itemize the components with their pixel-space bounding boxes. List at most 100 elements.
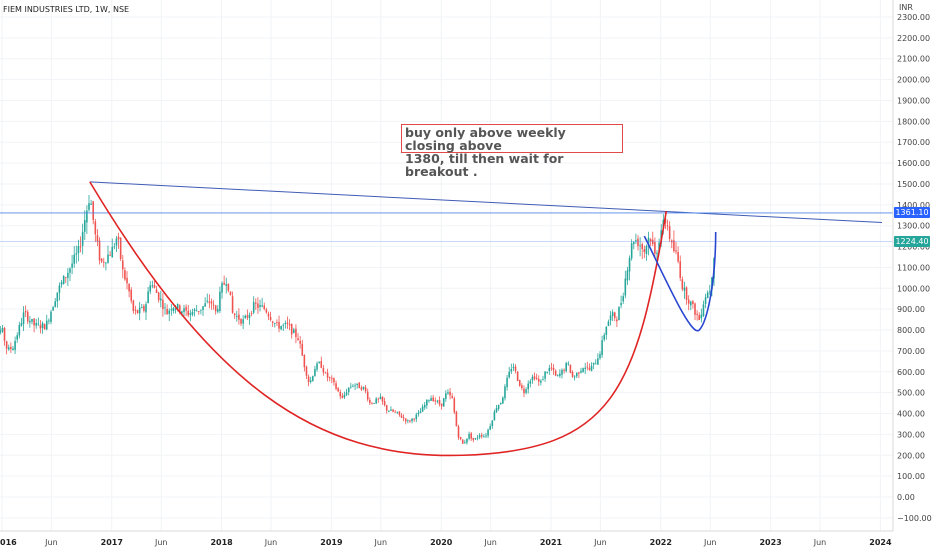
- candle-body: [293, 329, 295, 333]
- candle-body: [535, 377, 538, 379]
- candle-body: [288, 324, 291, 326]
- candle-body: [227, 283, 230, 291]
- candle-body: [542, 379, 544, 381]
- candle-body: [151, 285, 154, 287]
- candle-body: [394, 411, 396, 413]
- candle-body: [100, 258, 103, 262]
- candle-body: [96, 235, 99, 242]
- candle-body: [56, 292, 59, 302]
- candle-body: [586, 366, 589, 368]
- candle-body: [128, 284, 130, 292]
- candle-body: [250, 313, 253, 315]
- candle-body: [428, 399, 430, 401]
- candle-body: [632, 242, 635, 245]
- candle-body: [162, 299, 164, 309]
- candle-body: [92, 201, 95, 220]
- candle-body: [208, 301, 211, 303]
- candle-body: [26, 312, 29, 322]
- candle-body: [618, 306, 620, 321]
- x-tick-label: 2023: [759, 538, 781, 547]
- candle-body: [189, 313, 192, 315]
- candle-body: [309, 380, 312, 382]
- candle-body: [236, 316, 238, 317]
- candle-body: [495, 408, 498, 412]
- candle-body: [677, 252, 679, 262]
- time-axis[interactable]: 016 Jun 2017 Jun 2018 Jun 2019 Jun 2020 Jun 2021 Ju…: [0, 538, 892, 547]
- candle-body: [0, 330, 2, 333]
- candle-body: [379, 396, 382, 399]
- candle-body: [31, 318, 33, 322]
- candle-body: [124, 270, 126, 280]
- candle-body: [504, 386, 506, 399]
- candle-body: [246, 315, 249, 318]
- candle-body: [107, 254, 109, 263]
- candle-body: [687, 299, 690, 304]
- candle-body: [117, 236, 120, 240]
- candle-body: [45, 320, 48, 330]
- y-tick-label: 2300.00: [897, 13, 930, 22]
- candle-body: [616, 319, 618, 322]
- candle-body: [140, 307, 143, 309]
- x-tick-label: Jun: [154, 538, 168, 547]
- candle-body: [265, 309, 268, 313]
- candle-body: [601, 340, 603, 356]
- candle-body: [491, 420, 494, 427]
- candle-body: [451, 396, 453, 398]
- candle-body: [339, 392, 342, 397]
- candle-body: [698, 315, 701, 320]
- candle-body: [654, 242, 656, 254]
- candle-body: [404, 418, 407, 422]
- candle-body: [464, 442, 466, 444]
- candle-body: [121, 260, 124, 270]
- annotation-box[interactable]: buy only above weekly closing above 1380…: [401, 124, 623, 178]
- y-tick-label: 0.00: [897, 493, 915, 502]
- candle-body: [396, 411, 399, 413]
- candle-body: [362, 386, 365, 389]
- candle-body: [356, 383, 358, 385]
- candle-body: [20, 323, 23, 326]
- candle-body: [554, 370, 557, 376]
- candle-body: [415, 414, 418, 420]
- x-tick-label: Jun: [264, 538, 278, 547]
- candle-body: [470, 433, 472, 439]
- candle-body: [269, 316, 272, 321]
- candle-body: [223, 282, 225, 285]
- candle-body: [130, 289, 133, 301]
- candle-body: [569, 364, 572, 374]
- candle-body: [81, 231, 84, 246]
- candle-body: [419, 411, 422, 414]
- candle-body: [333, 378, 335, 383]
- candle-body: [681, 279, 684, 290]
- candle-body: [113, 246, 116, 248]
- candle-body: [400, 415, 403, 418]
- candle-body: [385, 405, 388, 411]
- candle-body: [426, 399, 428, 406]
- candle-body: [605, 326, 608, 336]
- candle-body: [305, 366, 308, 376]
- candle-body: [459, 437, 462, 440]
- candle-body: [183, 308, 185, 312]
- candle-body: [478, 435, 481, 438]
- candle-body: [134, 309, 137, 311]
- candle-body: [434, 400, 437, 402]
- candle-body: [373, 403, 375, 404]
- candle-body: [381, 396, 384, 402]
- price-axis[interactable]: −100.00 0.00 100.00 200.00 300.00 400.00 500.0…: [897, 13, 932, 523]
- candle-body: [90, 203, 92, 205]
- candle-body: [35, 322, 38, 326]
- candle-body: [556, 374, 559, 376]
- candle-body: [485, 435, 487, 437]
- candle-body: [231, 296, 234, 313]
- candle-body: [550, 367, 553, 369]
- candle-body: [295, 328, 297, 338]
- handle-curve: [643, 231, 717, 332]
- candle-body: [474, 438, 477, 440]
- candle-body: [546, 372, 548, 373]
- candle-body: [153, 285, 156, 288]
- candle-body: [375, 398, 377, 404]
- y-tick-label: 900.00: [897, 305, 925, 314]
- candle-body: [10, 347, 12, 349]
- candle-body: [700, 314, 703, 319]
- candle-body: [64, 277, 67, 278]
